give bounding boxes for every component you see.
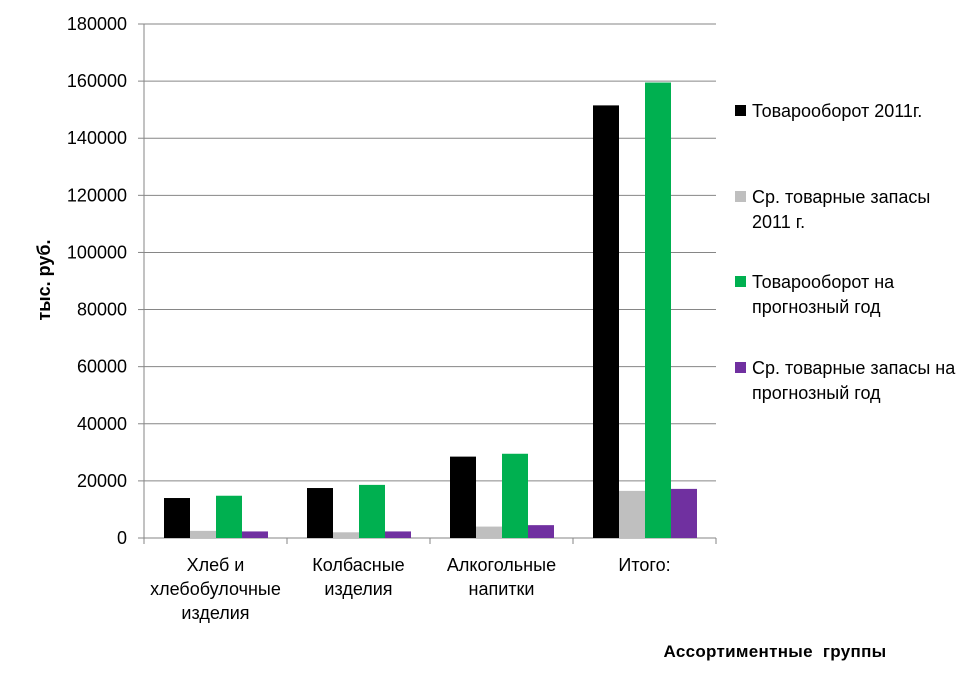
category-label: Хлеб и хлебобулочные изделия: [150, 555, 281, 623]
y-tick-label: 160000: [67, 71, 127, 91]
category-labels: Хлеб и хлебобулочные изделия Колбасные издел…: [150, 555, 670, 623]
axes: [138, 23, 717, 544]
bar: [307, 488, 333, 538]
bar: [216, 495, 242, 538]
y-tick-label: 40000: [77, 414, 127, 434]
legend-label: Товарооборот 2011г.: [752, 101, 922, 121]
gridlines: [144, 23, 716, 482]
y-tick-label: 0: [117, 528, 127, 548]
legend-swatch: [735, 191, 746, 202]
category-label: Алкогольные напитки: [447, 555, 556, 599]
y-tick-label: 180000: [67, 14, 127, 34]
bar: [593, 105, 619, 538]
bar: [476, 526, 502, 538]
bar: [502, 453, 528, 538]
bars: [164, 82, 697, 539]
bar: [164, 498, 190, 538]
x-axis-label: Ассортиментные группы: [664, 642, 887, 661]
y-tick-label: 60000: [77, 357, 127, 377]
bar: [190, 530, 216, 538]
bar: [619, 490, 645, 538]
legend-swatch: [735, 276, 746, 287]
bar: [359, 484, 385, 538]
bar: [333, 532, 359, 538]
bar: [671, 488, 697, 538]
bar: [450, 456, 476, 538]
legend-label: Ср. товарные запасы на прогнозный год: [752, 358, 956, 403]
y-tick-label: 20000: [77, 471, 127, 491]
bar: [385, 531, 411, 538]
y-tick-labels: 0 20000 40000 60000 80000 100000 120000 140000 1…: [67, 14, 127, 548]
legend-label: Товарооборот на прогнозный год: [752, 272, 895, 317]
y-tick-label: 100000: [67, 242, 127, 262]
legend-swatch: [735, 105, 746, 116]
legend-swatch: [735, 362, 746, 373]
bar: [645, 82, 671, 539]
legend: Товарооборот 2011г. Ср. товарные запасы 20…: [735, 101, 956, 403]
bar: [242, 531, 268, 538]
category-label: Итого:: [618, 555, 670, 575]
y-tick-label: 80000: [77, 300, 127, 320]
bar: [528, 525, 554, 538]
y-axis-label: тыс. руб.: [34, 239, 54, 320]
y-tick-label: 140000: [67, 128, 127, 148]
legend-label: Ср. товарные запасы 2011 г.: [752, 187, 930, 232]
y-tick-label: 120000: [67, 185, 127, 205]
category-label: Колбасные изделия: [312, 555, 404, 599]
